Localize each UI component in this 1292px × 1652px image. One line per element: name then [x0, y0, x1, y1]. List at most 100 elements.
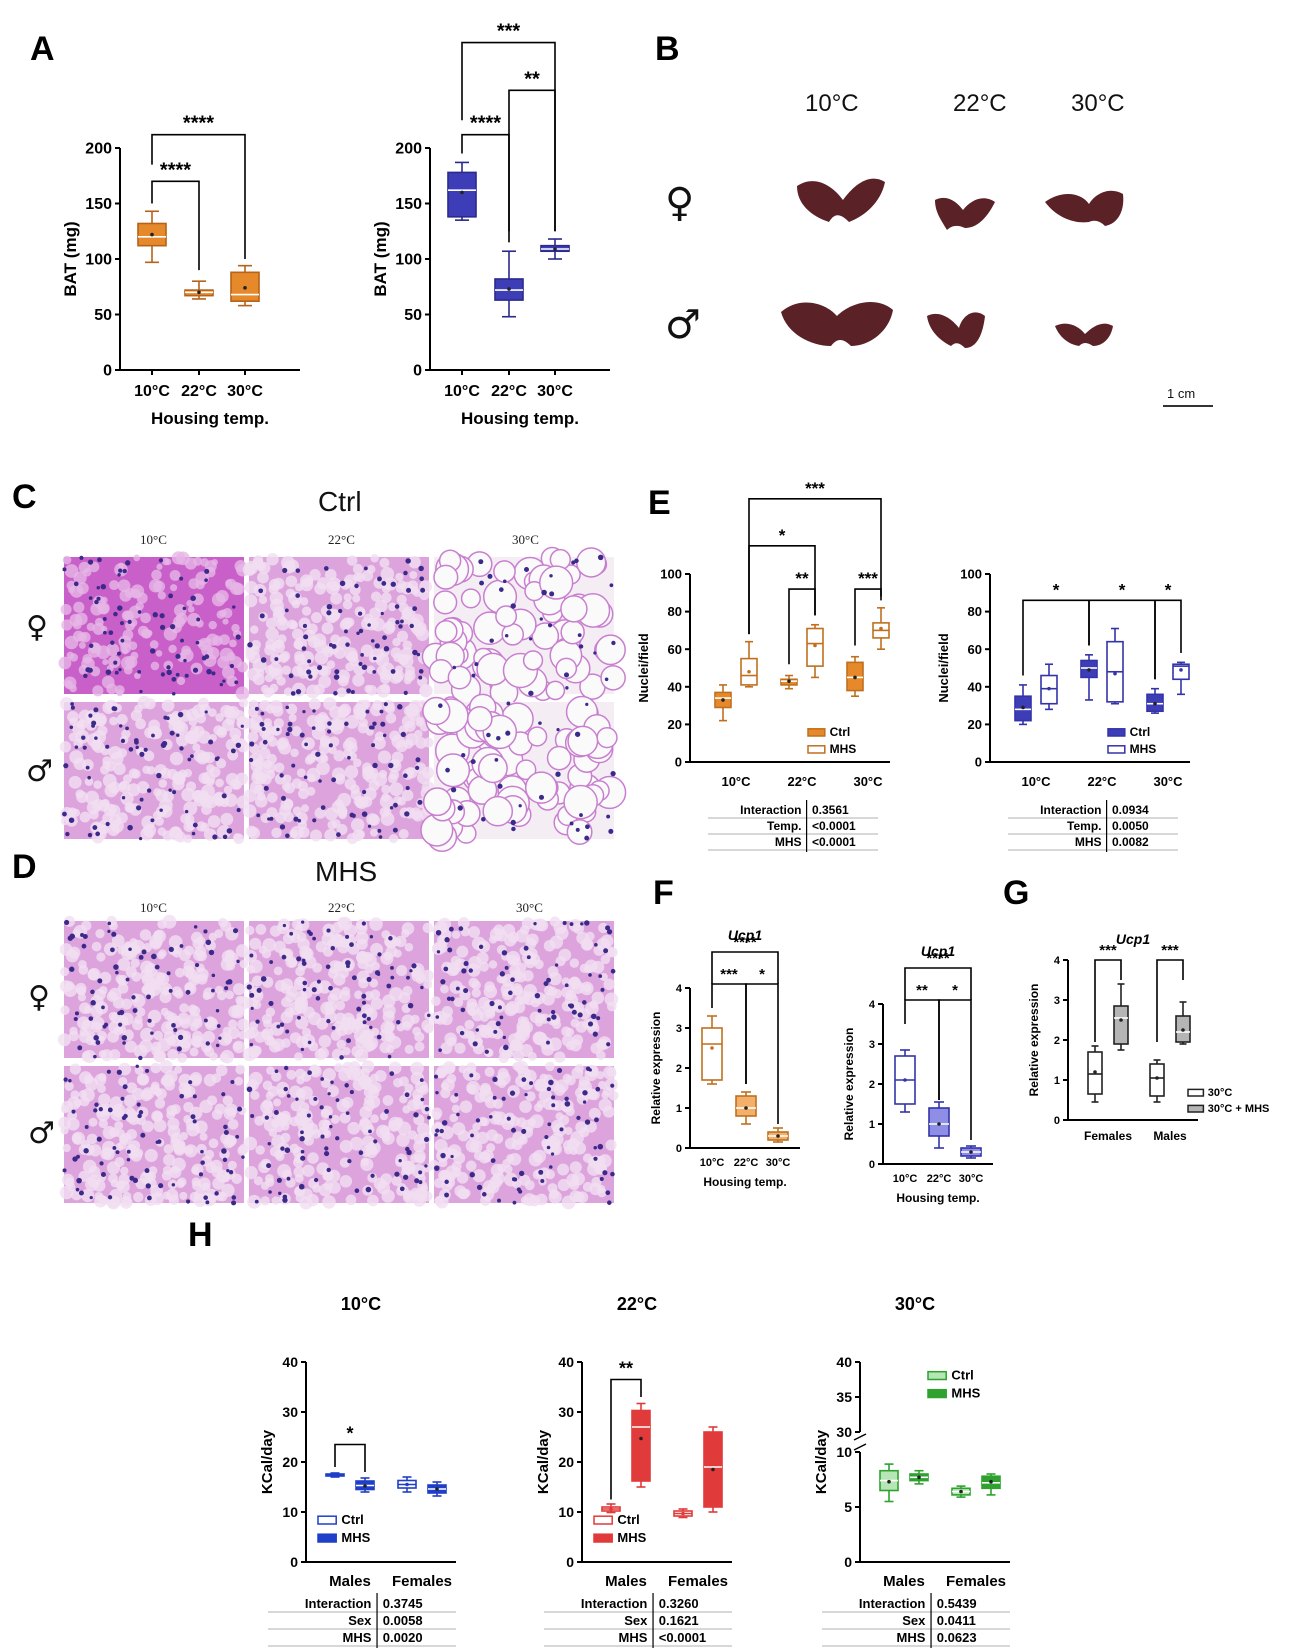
legend-swatch — [927, 1370, 947, 1381]
chart-h-22c: 0 10 20 30 40 Males Females KCal/day 22°C ** Ctrl M… — [535, 1294, 732, 1648]
y-tick-label: 20 — [668, 717, 682, 732]
box-mean — [989, 1479, 993, 1484]
nuclei-box-mhs — [872, 607, 890, 650]
y-axis-title: Relative expression — [1027, 984, 1041, 1097]
box-mean — [711, 1467, 715, 1472]
box-mean — [363, 1484, 367, 1488]
significance-label: * — [1165, 580, 1172, 599]
box-mean — [813, 643, 817, 648]
panel-c-col-30: 30°C — [512, 532, 539, 547]
stats-value: 0.0411 — [937, 1613, 976, 1628]
panel-d-male: ♂ — [28, 1116, 55, 1151]
box-body — [631, 1409, 651, 1482]
y-axis-title: BAT (mg) — [61, 221, 80, 296]
chart-e-right: 0 20 40 60 80 100 10°C 22°C 30°C Nuclei/field * * * C… — [936, 567, 1190, 852]
bat-tissue-images — [781, 178, 1213, 407]
kcal-box-mhs — [427, 1481, 447, 1497]
y-tick-label: 30 — [836, 1424, 852, 1440]
x-tick-label: 30°C — [227, 383, 263, 400]
y-tick-label: 60 — [668, 642, 682, 657]
x-tick-label: 22°C — [734, 1157, 759, 1169]
y-tick-label: 20 — [968, 717, 982, 732]
stats-label: MHS — [775, 835, 802, 849]
box-mean — [853, 675, 857, 680]
legend-label: MHS — [830, 742, 857, 756]
y-tick-label: 100 — [85, 252, 112, 269]
box-mean — [903, 1078, 907, 1082]
significance-label: *** — [1161, 942, 1179, 959]
box-mean — [435, 1487, 439, 1491]
x-tick-label: 10°C — [721, 774, 751, 789]
panel-c-histology-grid — [58, 546, 627, 853]
y-tick-label: 150 — [395, 196, 422, 213]
chart-a-left: 0 50 100 150 200 10°C 22°C 30°C Housing temp. BAT… — [61, 113, 300, 428]
x-tick-label: Females — [946, 1573, 1006, 1590]
legend-swatch — [317, 1533, 337, 1543]
bat-box — [447, 161, 477, 221]
x-tick-label: Males — [329, 1573, 371, 1590]
box-mean — [460, 190, 464, 195]
box-mean — [405, 1482, 409, 1487]
significance-label: * — [346, 1424, 353, 1444]
axis-break — [853, 1433, 867, 1451]
legend-label: 30°C — [1208, 1087, 1233, 1099]
legend-swatch — [317, 1515, 337, 1525]
significance-label: * — [759, 966, 765, 983]
stats-value: 0.3561 — [812, 803, 849, 817]
y-tick-label: 5 — [844, 1499, 852, 1515]
temp-label-30: 30°C — [1071, 90, 1125, 117]
y-axis-title: Relative expression — [842, 1028, 856, 1141]
y-tick-label: 1 — [869, 1119, 875, 1131]
x-tick-label: 10°C — [893, 1173, 918, 1185]
ucp1-box-30c — [1149, 1059, 1165, 1103]
chart-title: Ucp1 — [728, 927, 762, 943]
box-mean — [1113, 671, 1117, 676]
ucp1-box — [894, 1049, 916, 1113]
significance-bracket — [711, 951, 779, 984]
x-axis-title: Housing temp. — [461, 409, 579, 428]
histology-mhs-tile — [57, 914, 251, 1064]
x-tick-label: Males — [605, 1573, 647, 1590]
y-tick-label: 4 — [1054, 955, 1061, 967]
x-tick-label: Females — [1084, 1129, 1132, 1143]
significance-label: *** — [858, 569, 878, 588]
y-tick-label: 40 — [558, 1354, 574, 1370]
ucp1-box-30c-mhs — [1175, 1001, 1191, 1045]
stats-label: MHS — [1075, 835, 1102, 849]
box-mean — [681, 1511, 685, 1516]
x-tick-label: 30°C — [959, 1173, 984, 1185]
y-tick-label: 50 — [94, 307, 112, 324]
y-axis-title: Relative expression — [649, 1012, 663, 1125]
histology-mhs-tile — [243, 1060, 433, 1210]
legend-swatch — [927, 1388, 947, 1399]
y-tick-label: 3 — [676, 1023, 682, 1035]
ucp1-box — [767, 1127, 789, 1143]
y-tick-label: 30 — [282, 1404, 298, 1420]
significance-bracket — [788, 588, 816, 665]
box-mean — [1119, 1018, 1123, 1022]
significance-label: **** — [160, 159, 191, 181]
legend-swatch — [1107, 745, 1126, 754]
kcal-box-mhs — [631, 1402, 651, 1488]
panel-d-col-10: 10°C — [140, 900, 167, 915]
x-tick-label: 22°C — [181, 383, 217, 400]
significance-label: * — [952, 982, 958, 999]
significance-bracket — [748, 545, 816, 635]
temp-label-10: 10°C — [805, 90, 859, 117]
legend-label: MHS — [341, 1530, 370, 1545]
box-mean — [639, 1436, 643, 1441]
box-mean — [1179, 668, 1183, 672]
ucp1-box — [960, 1145, 982, 1159]
panel-c-title: Ctrl — [318, 486, 362, 517]
x-tick-label: Females — [668, 1573, 728, 1590]
y-tick-label: 10 — [836, 1444, 852, 1460]
panel-label-e: E — [648, 484, 671, 522]
significance-label: * — [1053, 580, 1060, 599]
chart-a-right: 0 50 100 150 200 10°C 22°C 30°C Housing temp. BAT… — [371, 21, 610, 428]
nuclei-box-ctrl — [1146, 687, 1164, 714]
ucp1-box — [735, 1091, 757, 1125]
significance-bracket — [904, 967, 972, 1000]
y-tick-label: 0 — [413, 363, 422, 380]
x-tick-label: 30°C — [537, 383, 573, 400]
